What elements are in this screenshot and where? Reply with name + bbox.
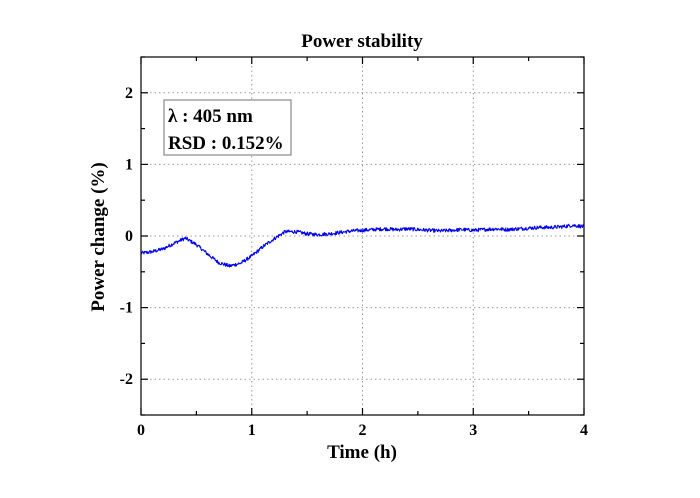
chart-title: Power stability: [301, 31, 423, 52]
x-tick-label: 0: [137, 422, 145, 439]
series-line: [140, 223, 585, 268]
legend-box: λ : 405 nm RSD : 0.152%: [163, 99, 292, 156]
y-axis-label: Power change (%): [88, 162, 109, 312]
x-tick-label: 1: [248, 422, 256, 439]
legend-rect: [163, 99, 292, 156]
y-tick-label: 0: [125, 228, 133, 245]
legend-wavelength: λ : 405 nm: [168, 106, 253, 127]
y-tick-label: 1: [125, 156, 133, 173]
y-tick-label: -2: [120, 371, 133, 388]
grid-lines: [141, 57, 584, 415]
legend-rsd: RSD : 0.152%: [168, 133, 284, 154]
x-tick-label: 2: [359, 422, 367, 439]
x-tick-label: 3: [469, 422, 477, 439]
x-tick-label: 4: [580, 422, 588, 439]
y-tick-label: -1: [120, 300, 133, 317]
y-tick-label: 2: [125, 85, 133, 102]
tick-labels: 0 1 2 3 4 -2 -1 0 1 2: [120, 85, 588, 439]
x-axis-label: Time (h): [327, 442, 397, 463]
plot-frame: [140, 56, 585, 416]
